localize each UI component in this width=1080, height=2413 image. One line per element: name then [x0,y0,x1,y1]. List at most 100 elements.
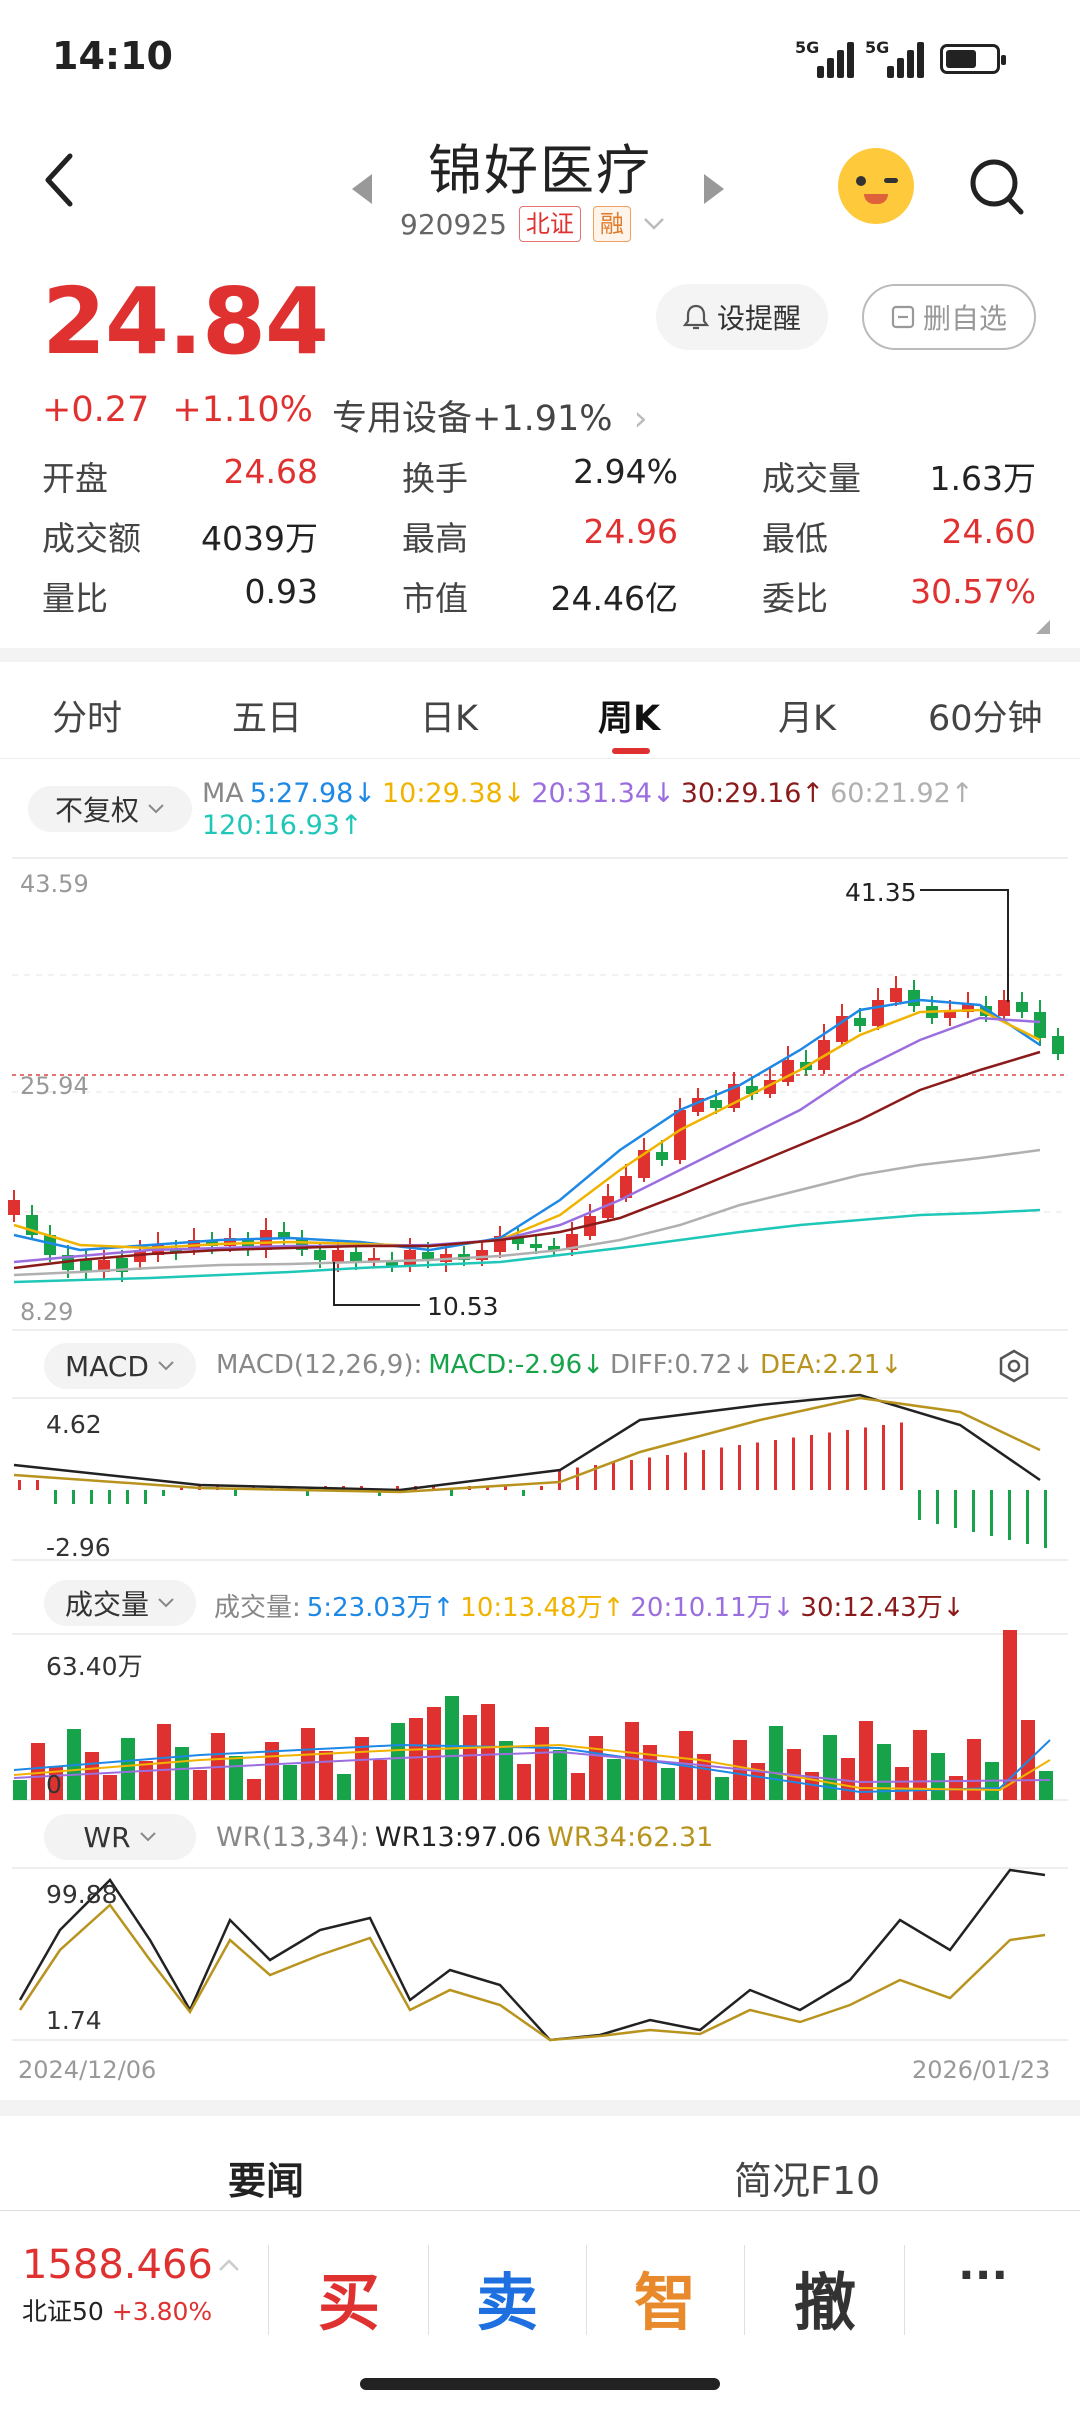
buy-button[interactable]: 买 [318,2266,381,2339]
adjustment-selector[interactable]: 不复权 [28,786,192,832]
macd-bar [1026,1490,1029,1544]
volume-bar [589,1736,603,1800]
adjustment-label: 不复权 [54,794,139,827]
kline-max-label: 41.35 [845,878,917,907]
ma120-line [13,1208,1041,1284]
tab-period-2[interactable]: 日K [420,699,478,739]
macd-diff: DIFF:0.72↓ [610,1350,755,1380]
tab-period-5[interactable]: 60分钟 [928,699,1043,739]
macd-bar [882,1425,885,1490]
volume-bar [895,1767,909,1800]
volume-bar [535,1727,549,1800]
macd-bar [792,1437,795,1490]
ma-legend: MA 5:27.98↓ 10:29.38↓ 20:31.34↓ 30:29.16↑ 60:… [202,778,979,809]
exchange-tag: 北证 [518,206,581,242]
ma-legend-line2: 120:16.93↑ [202,810,369,841]
max-marker-line [920,889,1009,1002]
macd-bar [234,1490,237,1496]
volume-bar [409,1718,423,1800]
volume-legend: 成交量: 5:23.03万↑ 10:13.48万↑ 20:10.11万↓ 30:12.4… [214,1587,970,1624]
section-divider [0,648,1080,662]
price-change: +0.27 +1.10% [42,390,313,430]
tab-period-4[interactable]: 月K [778,699,836,739]
candle-body [278,1232,290,1238]
volume-bar [31,1743,45,1800]
next-stock-icon[interactable] [702,172,726,206]
candle-body [350,1252,362,1262]
battery-icon [940,44,1006,74]
volume-bar [463,1715,477,1800]
volume-bar [139,1761,153,1800]
index-widget[interactable]: 1588.466 北证50 +3.80% [22,2242,213,2328]
tab-period-0[interactable]: 分时 [52,699,123,739]
volume-bar [841,1758,855,1800]
divider [268,2245,269,2335]
kline-chart[interactable] [0,850,1080,2090]
volume-selector[interactable]: 成交量 [44,1580,196,1626]
volume-bar [49,1766,63,1800]
date-end: 2026/01/23 [912,2056,1051,2084]
macd-bottom-axis: -2.96 [46,1533,111,1562]
macd-bar [954,1490,957,1528]
expand-corner-icon[interactable] [1036,620,1050,634]
more-button[interactable]: ··· [958,2250,1009,2301]
tab-profile-f10[interactable]: 简况F10 [734,2159,881,2203]
sell-button[interactable]: 卖 [476,2266,539,2339]
stock-name: 锦好医疗 [428,139,652,202]
wr-selector[interactable]: WR [44,1814,196,1860]
wr34-line [18,1903,1046,2042]
candle-body [404,1250,416,1265]
home-indicator [360,2378,720,2390]
tab-period-3[interactable]: 周K [598,699,661,739]
current-price: 24.84 [42,268,329,375]
stat-value: 24.68 [223,452,318,491]
vol20-line [13,1750,1051,1784]
ma20-line [13,1016,1041,1264]
date-start: 2024/12/06 [18,2056,157,2084]
status-time: 14:10 [52,34,173,78]
macd-dea: DEA:2.21↓ [760,1350,903,1380]
stock-code-row[interactable]: 920925 北证 融 [400,206,665,242]
stat-label: 市值 [402,579,468,618]
volume-selector-label: 成交量 [64,1588,149,1621]
macd-bar [126,1490,129,1504]
search-icon[interactable] [968,156,1026,218]
candle-body [602,1196,614,1218]
macd-legend: MACD(12,26,9): MACD:-2.96↓ DIFF:0.72↓ DEA:2… [216,1350,908,1380]
mascot-avatar-icon[interactable] [838,148,914,224]
cancel-order-button[interactable]: 撤 [794,2266,857,2339]
tab-period-1[interactable]: 五日 [232,699,303,739]
candle-body [746,1086,758,1094]
macd-bar [162,1490,165,1496]
macd-bar [144,1490,147,1504]
remove-watchlist-button[interactable]: 删自选 [862,284,1036,350]
settings-hex-icon[interactable] [996,1348,1032,1384]
macd-bar [900,1422,903,1490]
wr-params: WR(13,34): [216,1822,369,1853]
macd-diff-line [13,1393,1041,1492]
wr-legend: WR(13,34): WR13:97.06 WR34:62.31 [216,1822,719,1853]
index-value: 1588.466 [22,2242,213,2288]
tab-news[interactable]: 要闻 [228,2159,305,2203]
chevron-down-icon [644,218,664,230]
set-alert-button[interactable]: 设提醒 [656,284,828,350]
candle-body [332,1250,344,1262]
minus-box-icon [891,305,915,329]
volume-prefix: 成交量: [214,1593,301,1623]
candle-body [8,1200,20,1215]
sector-link[interactable]: 专用设备+1.91% › [332,390,648,441]
smart-button[interactable]: 智 [634,2266,697,2339]
ma10-value: 10:29.38↓ [381,778,526,809]
candle-body [476,1250,488,1260]
candle-body [1052,1036,1064,1054]
volume-bar [553,1750,567,1800]
macd-selector[interactable]: MACD [44,1343,196,1389]
stat-label: 委比 [762,579,828,618]
ma10-line [13,1008,1041,1250]
ma60-value: 60:21.92↑ [830,778,974,809]
section-divider-2 [0,2100,1080,2116]
chevron-right-icon: › [633,399,648,439]
volume-bar [715,1777,729,1800]
back-arrow-icon[interactable] [40,150,80,210]
prev-stock-icon[interactable] [350,172,374,206]
